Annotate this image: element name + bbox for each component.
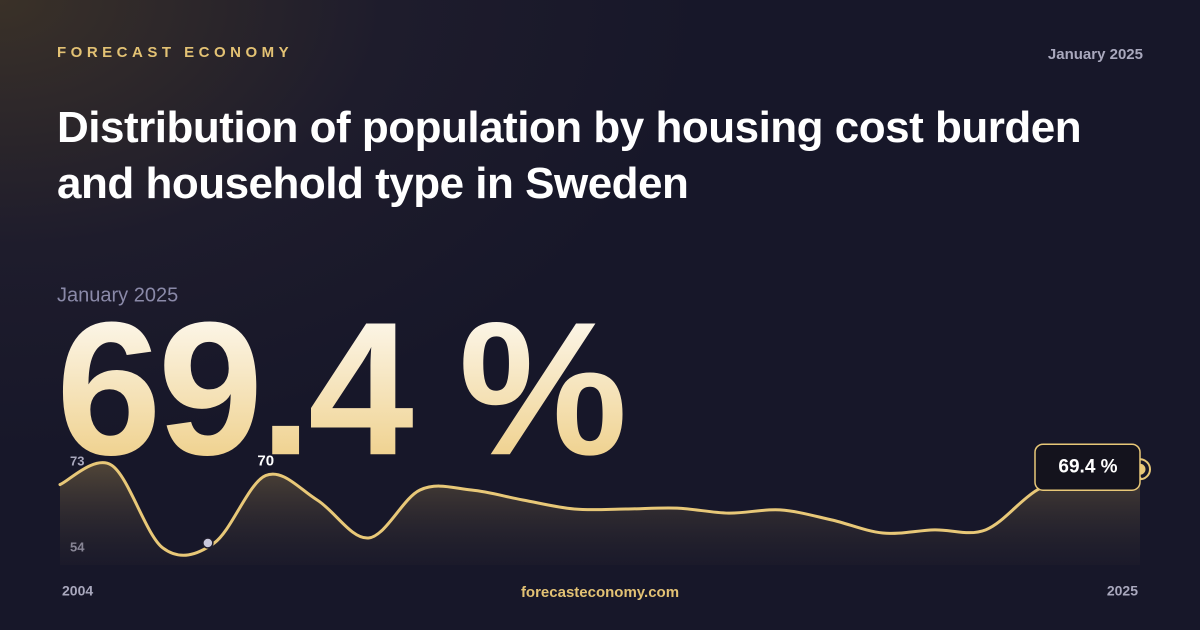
end-label: 69.4 % — [1058, 456, 1117, 477]
y-tick-label: 73 — [70, 453, 84, 468]
area — [60, 462, 1140, 565]
data-label: 70 — [257, 452, 274, 469]
x-tick-label: 2004 — [62, 583, 93, 599]
headline-value: 69.4 % — [56, 283, 624, 495]
date: January 2025 — [1047, 46, 1143, 63]
source: forecasteconomy.com — [520, 584, 680, 601]
end-badge — [1034, 443, 1141, 491]
overlay-date: January 2025 — [57, 284, 178, 306]
brand: FORECAST ECONOMY — [57, 44, 294, 61]
x-tick-label: 2025 — [1107, 583, 1138, 599]
line — [58, 461, 1142, 557]
title: Distribution of population by housing co… — [57, 103, 1082, 208]
min-point — [202, 537, 214, 549]
